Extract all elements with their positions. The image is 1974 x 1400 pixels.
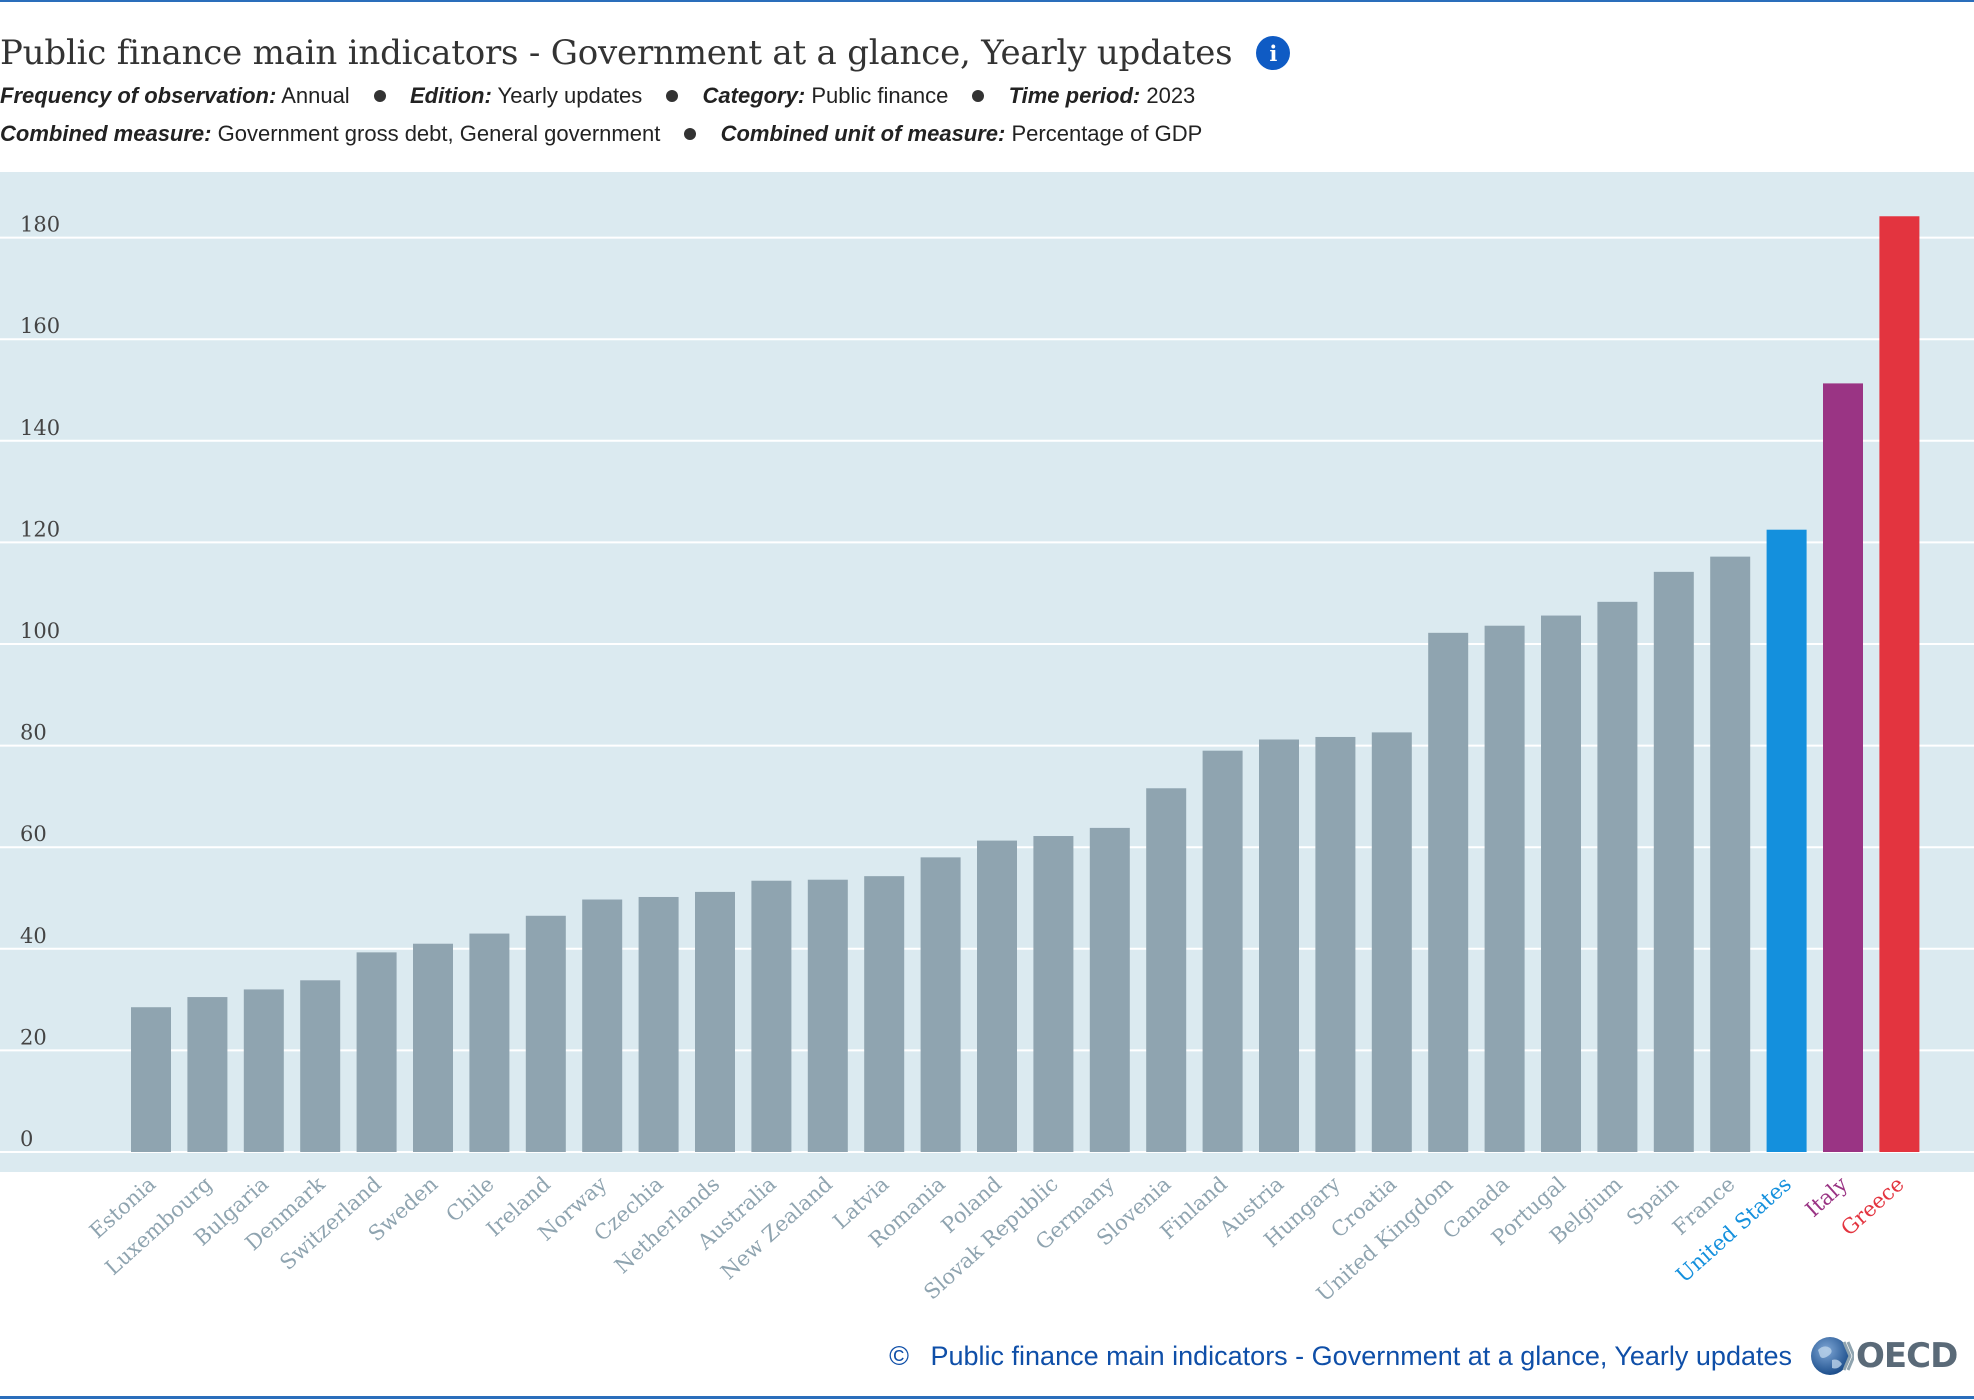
bar [1428, 632, 1469, 1152]
bar [807, 879, 848, 1152]
frequency-value: Annual [281, 83, 350, 108]
y-tick-label: 140 [20, 416, 60, 440]
bar [582, 899, 623, 1152]
edition-key: Edition: [409, 83, 492, 108]
bar [356, 952, 397, 1152]
time-period-key: Time period: [1008, 83, 1141, 108]
bar [920, 857, 961, 1152]
oecd-globe-icon [1811, 1337, 1854, 1375]
bar [1710, 556, 1751, 1152]
unit-value: Percentage of GDP [1011, 121, 1203, 146]
bullet-separator [373, 90, 386, 103]
bar [638, 896, 679, 1152]
bar [864, 876, 905, 1152]
bar [1202, 750, 1243, 1152]
y-tick-label: 100 [20, 619, 60, 643]
time-period-value: 2023 [1146, 83, 1196, 108]
bar [187, 997, 228, 1152]
bullet-separator [684, 128, 697, 141]
metadata-row-2: Combined measure: Government gross debt,… [0, 121, 1202, 147]
bar [1146, 788, 1187, 1152]
copyright-symbol: © [889, 1341, 909, 1371]
source-link[interactable]: Public finance main indicators - Governm… [930, 1341, 1793, 1371]
bottom-border [0, 1396, 1974, 1399]
bar [695, 891, 735, 1152]
bar [413, 943, 453, 1152]
y-tick-label: 60 [20, 822, 47, 846]
source-footer: © Public finance main indicators - Gover… [889, 1341, 1792, 1372]
frequency-key: Frequency of observation: [0, 83, 277, 108]
bar [1823, 383, 1863, 1152]
info-icon[interactable]: i [1256, 36, 1291, 70]
chart-header: Public finance main indicators - Governm… [0, 28, 1291, 78]
bar [1089, 827, 1130, 1152]
y-tick-label: 0 [20, 1127, 33, 1151]
bar [525, 915, 566, 1152]
bar [300, 980, 341, 1152]
bar [243, 989, 284, 1152]
oecd-logo-text: OECD [1856, 1336, 1958, 1376]
x-tick-label: Greece [1836, 1172, 1908, 1241]
bar [1653, 571, 1694, 1152]
bar [1259, 739, 1299, 1152]
bar [1315, 736, 1356, 1152]
category-value: Public finance [811, 83, 949, 108]
bar [1371, 732, 1412, 1152]
edition-value: Yearly updates [497, 83, 643, 108]
bar [1033, 836, 1074, 1152]
bullet-separator [666, 90, 679, 103]
y-tick-label: 20 [20, 1025, 47, 1049]
bar [1879, 216, 1920, 1152]
unit-key: Combined unit of measure: [720, 121, 1006, 146]
bar [977, 840, 1017, 1152]
category-key: Category: [702, 83, 806, 108]
bullet-separator [972, 90, 985, 103]
bar [131, 1007, 171, 1152]
bar [1541, 615, 1581, 1152]
bar [751, 880, 792, 1152]
bar [1597, 601, 1638, 1152]
y-tick-label: 120 [20, 517, 60, 541]
y-tick-label: 80 [20, 721, 47, 745]
bar-chart: 020406080100120140160180EstoniaLuxembour… [0, 172, 1974, 1306]
bar [1484, 625, 1525, 1152]
bar [1766, 529, 1807, 1152]
y-tick-label: 40 [20, 924, 47, 948]
y-tick-label: 160 [20, 314, 60, 338]
bar [469, 933, 510, 1152]
metadata-row-1: Frequency of observation: Annual Edition… [0, 83, 1195, 109]
page-title: Public finance main indicators - Governm… [0, 33, 1233, 73]
top-border [0, 0, 1974, 2]
oecd-logo[interactable]: OECD [1810, 1334, 1958, 1378]
combined-measure-value: Government gross debt, General governmen… [217, 121, 661, 146]
y-tick-label: 180 [20, 213, 60, 237]
combined-measure-key: Combined measure: [0, 121, 212, 146]
